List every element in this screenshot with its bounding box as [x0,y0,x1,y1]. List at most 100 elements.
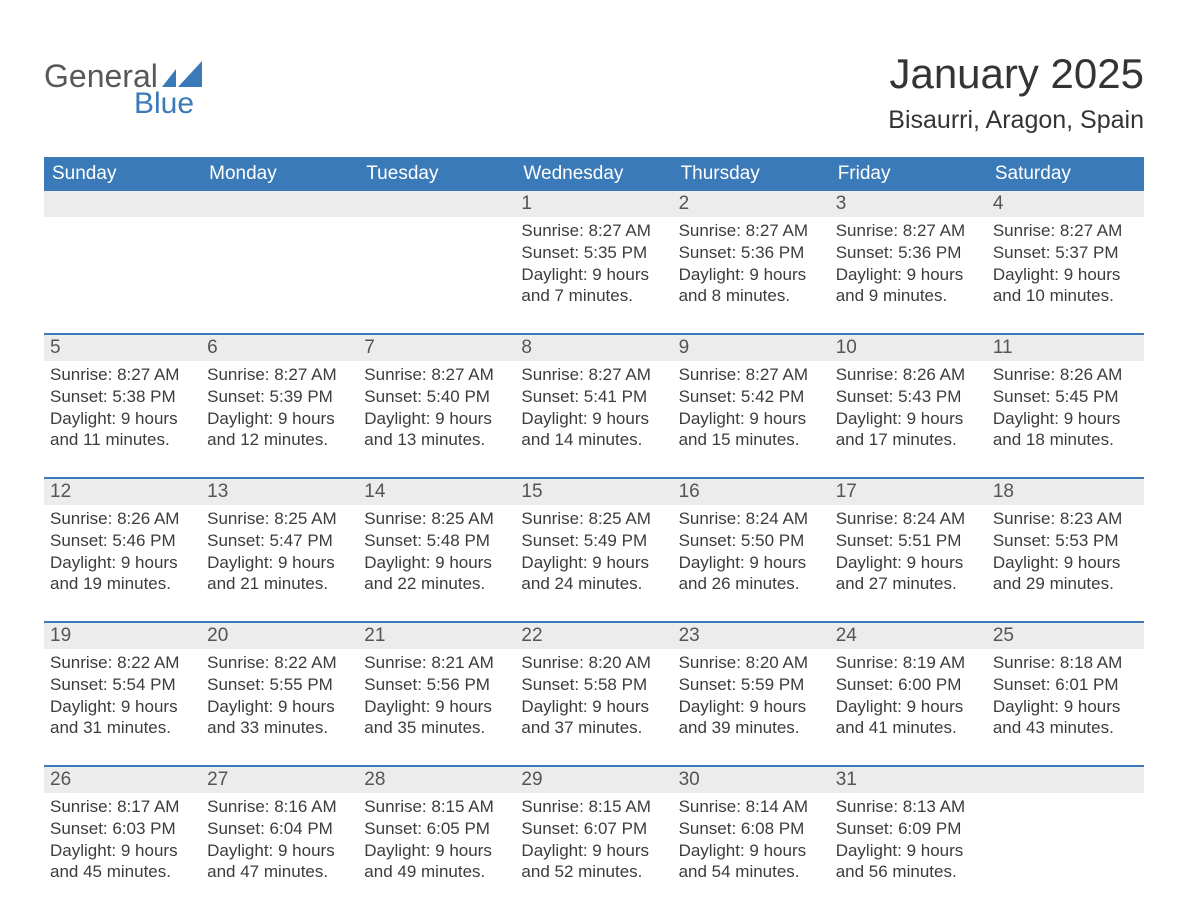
daylight-line: Daylight: 9 hours and 45 minutes. [50,840,195,884]
sunrise-line: Sunrise: 8:21 AM [364,652,509,674]
day-body: Sunrise: 8:27 AMSunset: 5:36 PMDaylight:… [673,217,830,311]
day-number: 27 [201,767,358,793]
daylight-line: Daylight: 9 hours and 18 minutes. [993,408,1138,452]
sunset-line: Sunset: 5:36 PM [679,242,824,264]
daylight-line: Daylight: 9 hours and 43 minutes. [993,696,1138,740]
daylight-line: Daylight: 9 hours and 14 minutes. [521,408,666,452]
day-body: Sunrise: 8:27 AMSunset: 5:40 PMDaylight:… [358,361,515,455]
daylight-line: Daylight: 9 hours and 11 minutes. [50,408,195,452]
daylight-line: Daylight: 9 hours and 37 minutes. [521,696,666,740]
day-cell: 30Sunrise: 8:14 AMSunset: 6:08 PMDayligh… [673,767,830,887]
day-body [987,793,1144,800]
weekday-sunday: Sunday [44,157,201,191]
daylight-line: Daylight: 9 hours and 7 minutes. [521,264,666,308]
day-body: Sunrise: 8:27 AMSunset: 5:39 PMDaylight:… [201,361,358,455]
day-cell: 1Sunrise: 8:27 AMSunset: 5:35 PMDaylight… [515,191,672,311]
sunset-line: Sunset: 6:01 PM [993,674,1138,696]
day-cell: 8Sunrise: 8:27 AMSunset: 5:41 PMDaylight… [515,335,672,455]
sunset-line: Sunset: 5:54 PM [50,674,195,696]
sunrise-line: Sunrise: 8:26 AM [993,364,1138,386]
sunrise-line: Sunrise: 8:20 AM [521,652,666,674]
day-cell: 20Sunrise: 8:22 AMSunset: 5:55 PMDayligh… [201,623,358,743]
day-body: Sunrise: 8:22 AMSunset: 5:55 PMDaylight:… [201,649,358,743]
day-number: 24 [830,623,987,649]
sunrise-line: Sunrise: 8:20 AM [679,652,824,674]
daylight-line: Daylight: 9 hours and 49 minutes. [364,840,509,884]
day-body: Sunrise: 8:27 AMSunset: 5:38 PMDaylight:… [44,361,201,455]
daylight-line: Daylight: 9 hours and 17 minutes. [836,408,981,452]
day-number: 9 [673,335,830,361]
day-number: 10 [830,335,987,361]
day-body: Sunrise: 8:26 AMSunset: 5:43 PMDaylight:… [830,361,987,455]
day-body [44,217,201,224]
sunrise-line: Sunrise: 8:27 AM [836,220,981,242]
sunset-line: Sunset: 5:58 PM [521,674,666,696]
month-title: January 2025 [888,50,1144,98]
sunrise-line: Sunrise: 8:22 AM [207,652,352,674]
logo: General Blue [44,50,202,121]
day-number: 23 [673,623,830,649]
sunset-line: Sunset: 6:04 PM [207,818,352,840]
sunset-line: Sunset: 6:05 PM [364,818,509,840]
day-cell: 23Sunrise: 8:20 AMSunset: 5:59 PMDayligh… [673,623,830,743]
sunrise-line: Sunrise: 8:22 AM [50,652,195,674]
daylight-line: Daylight: 9 hours and 39 minutes. [679,696,824,740]
day-body: Sunrise: 8:26 AMSunset: 5:45 PMDaylight:… [987,361,1144,455]
sunset-line: Sunset: 5:43 PM [836,386,981,408]
daylight-line: Daylight: 9 hours and 12 minutes. [207,408,352,452]
sunset-line: Sunset: 5:42 PM [679,386,824,408]
day-body: Sunrise: 8:13 AMSunset: 6:09 PMDaylight:… [830,793,987,887]
day-body [358,217,515,224]
sunrise-line: Sunrise: 8:25 AM [521,508,666,530]
day-cell: 31Sunrise: 8:13 AMSunset: 6:09 PMDayligh… [830,767,987,887]
week-row: 1Sunrise: 8:27 AMSunset: 5:35 PMDaylight… [44,191,1144,311]
week-row: 26Sunrise: 8:17 AMSunset: 6:03 PMDayligh… [44,765,1144,887]
day-number: 12 [44,479,201,505]
day-cell: 3Sunrise: 8:27 AMSunset: 5:36 PMDaylight… [830,191,987,311]
daylight-line: Daylight: 9 hours and 19 minutes. [50,552,195,596]
day-body: Sunrise: 8:20 AMSunset: 5:59 PMDaylight:… [673,649,830,743]
daylight-line: Daylight: 9 hours and 52 minutes. [521,840,666,884]
day-number: 19 [44,623,201,649]
calendar-page: General Blue January 2025 Bisaurri, Arag… [0,0,1188,917]
day-body: Sunrise: 8:27 AMSunset: 5:35 PMDaylight:… [515,217,672,311]
day-number: 18 [987,479,1144,505]
sunrise-line: Sunrise: 8:14 AM [679,796,824,818]
daylight-line: Daylight: 9 hours and 47 minutes. [207,840,352,884]
day-cell: 27Sunrise: 8:16 AMSunset: 6:04 PMDayligh… [201,767,358,887]
sunset-line: Sunset: 5:55 PM [207,674,352,696]
sunrise-line: Sunrise: 8:27 AM [993,220,1138,242]
sunrise-line: Sunrise: 8:19 AM [836,652,981,674]
daylight-line: Daylight: 9 hours and 8 minutes. [679,264,824,308]
day-cell: 12Sunrise: 8:26 AMSunset: 5:46 PMDayligh… [44,479,201,599]
day-number: 11 [987,335,1144,361]
sunset-line: Sunset: 5:48 PM [364,530,509,552]
day-body: Sunrise: 8:25 AMSunset: 5:48 PMDaylight:… [358,505,515,599]
sunrise-line: Sunrise: 8:25 AM [207,508,352,530]
day-body: Sunrise: 8:26 AMSunset: 5:46 PMDaylight:… [44,505,201,599]
daylight-line: Daylight: 9 hours and 21 minutes. [207,552,352,596]
day-cell: 9Sunrise: 8:27 AMSunset: 5:42 PMDaylight… [673,335,830,455]
day-number: 6 [201,335,358,361]
sunrise-line: Sunrise: 8:23 AM [993,508,1138,530]
day-number [201,191,358,217]
weeks-container: 1Sunrise: 8:27 AMSunset: 5:35 PMDaylight… [44,191,1144,887]
sunset-line: Sunset: 6:08 PM [679,818,824,840]
day-body: Sunrise: 8:24 AMSunset: 5:50 PMDaylight:… [673,505,830,599]
sunset-line: Sunset: 5:40 PM [364,386,509,408]
daylight-line: Daylight: 9 hours and 13 minutes. [364,408,509,452]
day-number [987,767,1144,793]
sunrise-line: Sunrise: 8:26 AM [50,508,195,530]
day-number: 21 [358,623,515,649]
weekday-header: SundayMondayTuesdayWednesdayThursdayFrid… [44,157,1144,191]
day-cell: 26Sunrise: 8:17 AMSunset: 6:03 PMDayligh… [44,767,201,887]
day-number: 13 [201,479,358,505]
day-cell: 24Sunrise: 8:19 AMSunset: 6:00 PMDayligh… [830,623,987,743]
sunrise-line: Sunrise: 8:27 AM [679,364,824,386]
day-body: Sunrise: 8:18 AMSunset: 6:01 PMDaylight:… [987,649,1144,743]
day-number: 20 [201,623,358,649]
day-number: 7 [358,335,515,361]
sunset-line: Sunset: 5:51 PM [836,530,981,552]
sunset-line: Sunset: 6:00 PM [836,674,981,696]
day-cell: 14Sunrise: 8:25 AMSunset: 5:48 PMDayligh… [358,479,515,599]
